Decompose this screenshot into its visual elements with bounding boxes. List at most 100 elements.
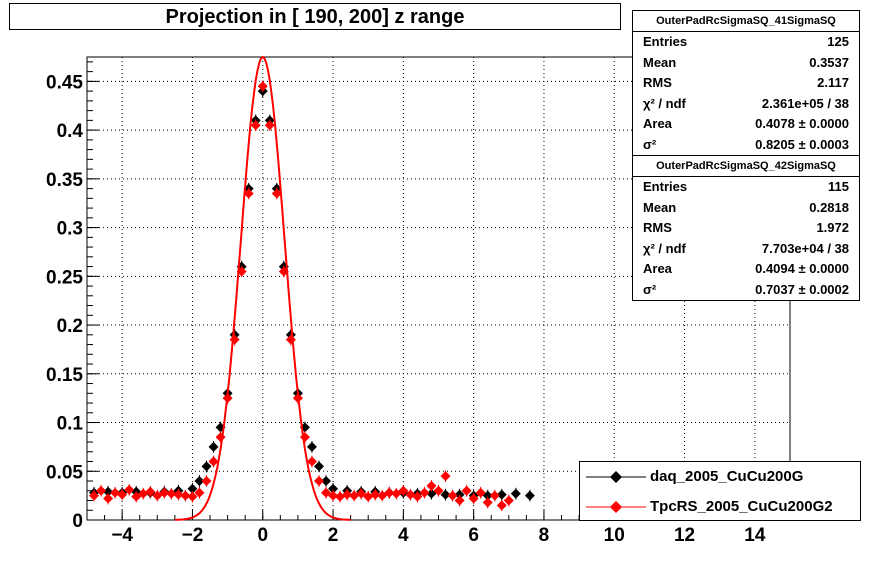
stats-row: Entries 115 xyxy=(643,179,849,194)
y-tick-label: 0 xyxy=(72,511,83,532)
data-point xyxy=(313,461,324,472)
data-point xyxy=(510,488,521,499)
legend-label-daq: daq_2005_CuCu200G xyxy=(650,468,804,485)
data-point xyxy=(496,489,507,500)
data-point xyxy=(524,490,535,501)
stats-row: Area 0.4094 ± 0.0000 xyxy=(643,261,849,276)
x-tick-label: 0 xyxy=(257,525,268,546)
y-tick-label: 0.45 xyxy=(46,72,83,93)
data-point xyxy=(503,495,514,506)
stats-box-1-name: OuterPadRcSigmaSQ_41SigmaSQ xyxy=(633,11,859,32)
data-point xyxy=(321,476,332,487)
x-tick-label: 12 xyxy=(674,525,695,546)
legend-marker-red-diamond-icon xyxy=(586,501,646,513)
legend-label-tpcrs: TpcRS_2005_CuCu200G2 xyxy=(650,498,833,515)
stats-row: RMS 1.972 xyxy=(643,220,849,235)
data-point xyxy=(264,120,275,131)
data-point xyxy=(370,489,381,500)
data-point xyxy=(384,487,395,498)
data-point xyxy=(194,487,205,498)
stats-row: RMS 2.117 xyxy=(643,75,849,90)
stats-row: Entries 125 xyxy=(643,34,849,49)
data-point xyxy=(257,81,268,92)
stats-box-1: OuterPadRcSigmaSQ_41SigmaSQ Entries 125 M… xyxy=(632,10,860,156)
data-point xyxy=(166,488,177,499)
stats-box-2-name: OuterPadRcSigmaSQ_42SigmaSQ xyxy=(633,156,859,177)
stats-row: σ² 0.8205 ± 0.0003 xyxy=(643,136,849,152)
data-point xyxy=(461,485,472,496)
data-point xyxy=(103,493,114,504)
data-point xyxy=(433,485,444,496)
x-tick-label: 2 xyxy=(328,525,339,546)
y-tick-label: 0.4 xyxy=(57,121,84,142)
data-point xyxy=(328,483,339,494)
data-point xyxy=(187,483,198,494)
data-point xyxy=(271,188,282,199)
data-point xyxy=(194,476,205,487)
data-point xyxy=(482,497,493,508)
y-tick-label: 0.2 xyxy=(57,316,83,337)
data-point xyxy=(124,484,135,495)
data-point xyxy=(405,489,416,500)
data-point xyxy=(328,490,339,501)
x-tick-label: 8 xyxy=(539,525,550,546)
data-point xyxy=(201,461,212,472)
legend: daq_2005_CuCu200G TpcRS_2005_CuCu200G2 xyxy=(579,461,861,521)
series-tpcrs xyxy=(89,80,514,512)
data-point xyxy=(419,487,430,498)
stats-row: σ² 0.7037 ± 0.0002 xyxy=(643,281,849,297)
y-tick-label: 0.05 xyxy=(46,462,83,483)
y-tick-label: 0.15 xyxy=(46,365,83,386)
x-tick-label: −4 xyxy=(111,525,133,546)
x-tick-label: 6 xyxy=(468,525,479,546)
data-point xyxy=(103,486,114,497)
data-point xyxy=(187,491,198,502)
data-point xyxy=(426,480,437,491)
data-point xyxy=(180,490,191,501)
legend-entry-daq: daq_2005_CuCu200G xyxy=(580,462,860,492)
y-tick-label: 0.35 xyxy=(46,170,83,191)
y-tick-label: 0.3 xyxy=(57,219,83,240)
x-tick-label: −2 xyxy=(182,525,204,546)
data-point xyxy=(363,491,374,502)
data-point xyxy=(335,491,346,502)
data-point xyxy=(201,476,212,487)
fit-curve xyxy=(174,55,351,521)
data-point xyxy=(250,120,261,131)
chart-title: Projection in [ 190, 200] z range xyxy=(9,3,621,30)
data-point xyxy=(243,188,254,199)
data-point xyxy=(138,488,149,499)
data-point xyxy=(475,487,486,498)
data-point xyxy=(412,491,423,502)
legend-marker-black-diamond-icon xyxy=(586,471,646,483)
data-point xyxy=(159,487,170,498)
stats-row: Area 0.4078 ± 0.0000 xyxy=(643,116,849,131)
stats-row: χ² / ndf 7.703e+04 / 38 xyxy=(643,240,849,256)
data-point xyxy=(454,495,465,506)
data-point xyxy=(117,489,128,500)
data-point xyxy=(208,456,219,467)
data-point xyxy=(398,485,409,496)
data-point xyxy=(208,441,219,452)
stats-row: χ² / ndf 2.361e+05 / 38 xyxy=(643,95,849,111)
data-point xyxy=(489,490,500,501)
stats-box-2: OuterPadRcSigmaSQ_42SigmaSQ Entries 115 M… xyxy=(632,155,860,301)
data-point xyxy=(110,487,121,498)
data-point xyxy=(440,471,451,482)
y-tick-label: 0.1 xyxy=(57,414,84,435)
data-point xyxy=(145,486,156,497)
x-tick-label: 4 xyxy=(398,525,409,546)
data-point xyxy=(496,500,507,511)
data-point xyxy=(306,456,317,467)
x-tick-label: 14 xyxy=(744,525,766,546)
stats-row: Mean 0.2818 xyxy=(643,199,849,215)
data-point xyxy=(342,489,353,500)
data-point xyxy=(313,476,324,487)
y-tick-label: 0.25 xyxy=(46,267,83,288)
data-point xyxy=(468,493,479,504)
data-point xyxy=(440,489,451,500)
data-point xyxy=(306,441,317,452)
legend-entry-tpcrs: TpcRS_2005_CuCu200G2 xyxy=(580,492,860,522)
data-point xyxy=(349,490,360,501)
data-point xyxy=(447,490,458,501)
